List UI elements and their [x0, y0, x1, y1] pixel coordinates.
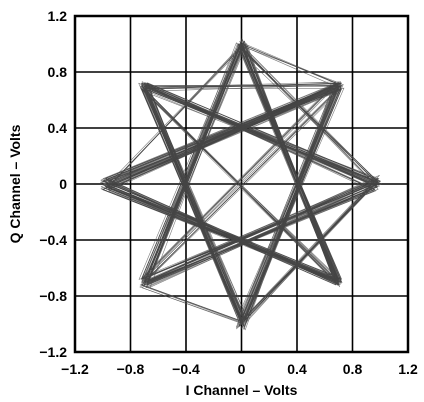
x-tick-label: −0.8	[117, 361, 145, 377]
x-tick-labels: −1.2 −0.8 −0.4 0 0.4 0.8 1.2	[61, 361, 418, 377]
y-tick-label: −0.8	[39, 288, 67, 304]
y-tick-labels: 1.2 0.8 0.4 0 −0.4 −0.8 −1.2	[39, 8, 67, 360]
y-tick-label: 0.4	[48, 120, 68, 136]
y-tick-label: −0.4	[39, 232, 67, 248]
y-tick-label: 1.2	[48, 8, 68, 24]
x-tick-label: 0	[238, 361, 246, 377]
x-tick-label: −0.4	[172, 361, 200, 377]
series-line	[100, 39, 382, 330]
x-tick-label: 0.4	[287, 361, 307, 377]
y-tick-label: −1.2	[39, 344, 67, 360]
x-tick-label: −1.2	[61, 361, 89, 377]
y-tick-label: 0	[59, 176, 67, 192]
data-layer	[100, 38, 382, 331]
x-tick-label: 0.8	[343, 361, 363, 377]
y-tick-label: 0.8	[48, 64, 68, 80]
y-axis-title: Q Channel – Volts	[7, 124, 23, 243]
x-tick-label: 1.2	[398, 361, 418, 377]
x-axis-title: I Channel – Volts	[186, 382, 298, 398]
plot-frame	[73, 14, 410, 354]
